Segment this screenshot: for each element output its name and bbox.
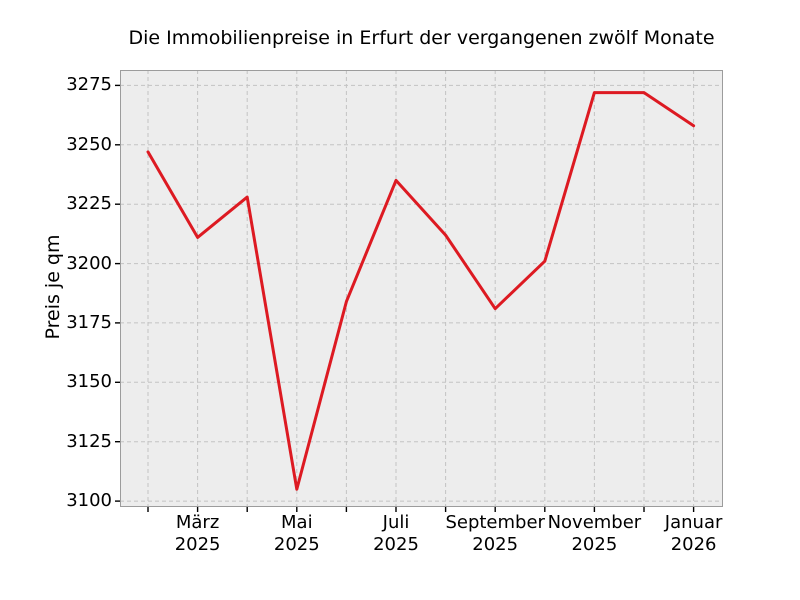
x-tick-month: Mai: [281, 512, 313, 533]
x-tick-month: September: [445, 512, 545, 533]
plot-frame: [120, 70, 723, 507]
x-tick-month: Juli: [382, 512, 410, 533]
x-tick-year: 2025: [174, 534, 221, 555]
y-tick-label: 3125: [66, 430, 112, 452]
axis-ticks: [115, 84, 695, 512]
price-line: [146, 91, 696, 491]
y-tick-label: 3100: [66, 490, 112, 512]
y-tick-label: 3150: [66, 371, 112, 393]
y-tick-label: 3250: [66, 133, 112, 155]
x-tick-label: Juli 2025: [326, 512, 466, 556]
x-tick-label: September 2025: [425, 512, 565, 556]
x-tick-year: 2025: [472, 534, 519, 555]
y-tick-label: 3175: [66, 311, 112, 333]
horizontal-gridlines: [120, 84, 723, 502]
x-tick-year: 2025: [273, 534, 320, 555]
plot-area: [115, 70, 723, 512]
x-tick-month: März: [175, 512, 220, 533]
x-tick-label: März 2025: [128, 512, 268, 556]
x-tick-label: November 2025: [524, 512, 664, 556]
x-tick-year: 2025: [373, 534, 419, 555]
y-tick-label: 3275: [66, 74, 112, 96]
x-tick-month: Januar: [664, 512, 723, 533]
x-tick-month: November: [547, 512, 642, 533]
line-chart: [115, 70, 723, 512]
chart-title: Die Immobilienpreise in Erfurt der verga…: [128, 27, 715, 49]
vertical-gridlines: [147, 70, 695, 507]
x-tick-year: 2025: [571, 534, 618, 555]
y-tick-label: 3200: [66, 252, 112, 274]
x-tick-label: Mai 2025: [227, 512, 367, 556]
y-tick-label: 3225: [66, 193, 112, 215]
x-tick-year: 2026: [670, 534, 717, 555]
x-tick-label: Januar 2026: [624, 512, 764, 556]
